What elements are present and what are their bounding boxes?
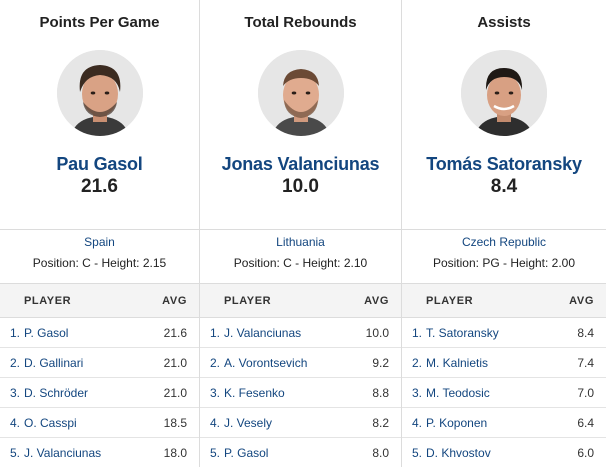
row-player-link[interactable]: D. Gallinari bbox=[24, 356, 84, 370]
row-player-link[interactable]: T. Satoransky bbox=[426, 326, 499, 340]
row-avg: 8.0 bbox=[372, 446, 389, 460]
table-row[interactable]: 4. O. Casspi 18.5 bbox=[0, 408, 199, 438]
row-avg: 9.2 bbox=[372, 356, 389, 370]
row-avg: 6.0 bbox=[577, 446, 594, 460]
category-title: Total Rebounds bbox=[244, 14, 357, 31]
row-player-link[interactable]: J. Vesely bbox=[224, 416, 273, 430]
column-header-avg: AVG bbox=[364, 295, 389, 307]
table-row[interactable]: 1. T. Satoransky 8.4 bbox=[402, 318, 606, 348]
stat-column-points: Points Per Game Pau Gasol 21.6 Spain Pos… bbox=[0, 0, 200, 467]
leader-value: 10.0 bbox=[282, 176, 319, 197]
leader-name-link[interactable]: Tomás Satoransky bbox=[426, 154, 582, 174]
table-row[interactable]: 4. P. Koponen 6.4 bbox=[402, 408, 606, 438]
leaders-table-header: PLAYER AVG bbox=[0, 283, 199, 318]
column-header-avg: AVG bbox=[569, 295, 594, 307]
row-rank: 3. bbox=[412, 386, 423, 400]
leaders-table-header: PLAYER AVG bbox=[200, 283, 401, 318]
leaders-table-header: PLAYER AVG bbox=[402, 283, 606, 318]
player-headshot-icon[interactable] bbox=[461, 50, 547, 136]
row-player-link[interactable]: A. Vorontsevich bbox=[224, 356, 308, 370]
leader-position-height: Position: PG - Height: 2.00 bbox=[432, 256, 576, 270]
row-player-link[interactable]: M. Kalnietis bbox=[426, 356, 489, 370]
row-avg: 21.6 bbox=[163, 326, 187, 340]
stat-column-assists: Assists Tomás Satoransky 8.4 Czech Repub… bbox=[402, 0, 606, 467]
leader-position-height: Position: C - Height: 2.15 bbox=[32, 256, 167, 270]
row-avg: 18.5 bbox=[163, 416, 187, 430]
leaders-table: 1. P. Gasol 21.6 2. D. Gallinari 21.0 3.… bbox=[0, 318, 199, 467]
leaders-table: 1. J. Valanciunas 10.0 2. A. Vorontsevic… bbox=[200, 318, 401, 467]
leader-country-link[interactable]: Czech Republic bbox=[461, 235, 547, 249]
row-rank: 5. bbox=[10, 446, 21, 460]
row-player-link[interactable]: K. Fesenko bbox=[224, 386, 285, 400]
table-row[interactable]: 3. D. Schröder 21.0 bbox=[0, 378, 199, 408]
row-rank: 4. bbox=[10, 416, 21, 430]
player-headshot-icon[interactable] bbox=[257, 50, 344, 136]
row-avg: 8.2 bbox=[372, 416, 389, 430]
table-row[interactable]: 5. J. Valanciunas 18.0 bbox=[0, 438, 199, 467]
player-headshot-icon[interactable] bbox=[56, 50, 143, 136]
row-avg: 21.0 bbox=[163, 386, 187, 400]
row-player-link[interactable]: P. Koponen bbox=[426, 416, 488, 430]
row-rank: 2. bbox=[10, 356, 21, 370]
row-player-link[interactable]: D. Khvostov bbox=[426, 446, 491, 460]
row-avg: 8.8 bbox=[372, 386, 389, 400]
table-row[interactable]: 2. M. Kalnietis 7.4 bbox=[402, 348, 606, 378]
row-rank: 2. bbox=[412, 356, 423, 370]
row-rank: 4. bbox=[412, 416, 423, 430]
column-header-avg: AVG bbox=[162, 295, 187, 307]
table-row[interactable]: 2. D. Gallinari 21.0 bbox=[0, 348, 199, 378]
row-avg: 18.0 bbox=[163, 446, 187, 460]
leader-value: 8.4 bbox=[490, 176, 518, 197]
table-row[interactable]: 5. P. Gasol 8.0 bbox=[200, 438, 401, 467]
leader-country-link[interactable]: Spain bbox=[84, 235, 115, 249]
row-player-link[interactable]: P. Gasol bbox=[224, 446, 269, 460]
row-avg: 7.0 bbox=[577, 386, 594, 400]
row-rank: 3. bbox=[210, 386, 221, 400]
category-title: Points Per Game bbox=[39, 14, 160, 31]
row-player-link[interactable]: M. Teodosic bbox=[426, 386, 490, 400]
row-player-link[interactable]: J. Valanciunas bbox=[224, 326, 302, 340]
leaders-table: 1. T. Satoransky 8.4 2. M. Kalnietis 7.4… bbox=[402, 318, 606, 467]
table-row[interactable]: 4. J. Vesely 8.2 bbox=[200, 408, 401, 438]
row-avg: 6.4 bbox=[577, 416, 594, 430]
column-header-player: PLAYER bbox=[224, 295, 272, 307]
table-row[interactable]: 3. K. Fesenko 8.8 bbox=[200, 378, 401, 408]
leader-bio: Czech Republic Position: PG - Height: 2.… bbox=[402, 229, 606, 283]
row-rank: 1. bbox=[10, 326, 21, 340]
row-avg: 8.4 bbox=[577, 326, 594, 340]
category-title: Assists bbox=[477, 14, 531, 31]
table-row[interactable]: 1. P. Gasol 21.6 bbox=[0, 318, 199, 348]
row-avg: 7.4 bbox=[577, 356, 594, 370]
row-player-link[interactable]: P. Gasol bbox=[24, 326, 69, 340]
stat-column-rebounds: Total Rebounds Jonas Valanciunas 10.0 Li… bbox=[200, 0, 402, 467]
row-rank: 2. bbox=[210, 356, 221, 370]
row-rank: 5. bbox=[412, 446, 423, 460]
row-rank: 4. bbox=[210, 416, 221, 430]
row-avg: 21.0 bbox=[163, 356, 187, 370]
row-player-link[interactable]: J. Valanciunas bbox=[24, 446, 102, 460]
table-row[interactable]: 3. M. Teodosic 7.0 bbox=[402, 378, 606, 408]
table-row[interactable]: 5. D. Khvostov 6.0 bbox=[402, 438, 606, 467]
leader-name-link[interactable]: Jonas Valanciunas bbox=[221, 154, 380, 174]
leader-country-link[interactable]: Lithuania bbox=[276, 235, 325, 249]
column-header-player: PLAYER bbox=[24, 295, 72, 307]
leader-bio: Lithuania Position: C - Height: 2.10 bbox=[200, 229, 401, 283]
leader-bio: Spain Position: C - Height: 2.15 bbox=[0, 229, 199, 283]
leader-name-link[interactable]: Pau Gasol bbox=[56, 154, 143, 174]
row-player-link[interactable]: D. Schröder bbox=[24, 386, 89, 400]
table-row[interactable]: 1. J. Valanciunas 10.0 bbox=[200, 318, 401, 348]
row-rank: 3. bbox=[10, 386, 21, 400]
row-rank: 1. bbox=[210, 326, 221, 340]
table-row[interactable]: 2. A. Vorontsevich 9.2 bbox=[200, 348, 401, 378]
leader-position-height: Position: C - Height: 2.10 bbox=[233, 256, 368, 270]
row-player-link[interactable]: O. Casspi bbox=[24, 416, 77, 430]
row-rank: 1. bbox=[412, 326, 423, 340]
column-header-player: PLAYER bbox=[426, 295, 474, 307]
row-avg: 10.0 bbox=[365, 326, 389, 340]
leader-value: 21.6 bbox=[81, 176, 118, 197]
row-rank: 5. bbox=[210, 446, 221, 460]
